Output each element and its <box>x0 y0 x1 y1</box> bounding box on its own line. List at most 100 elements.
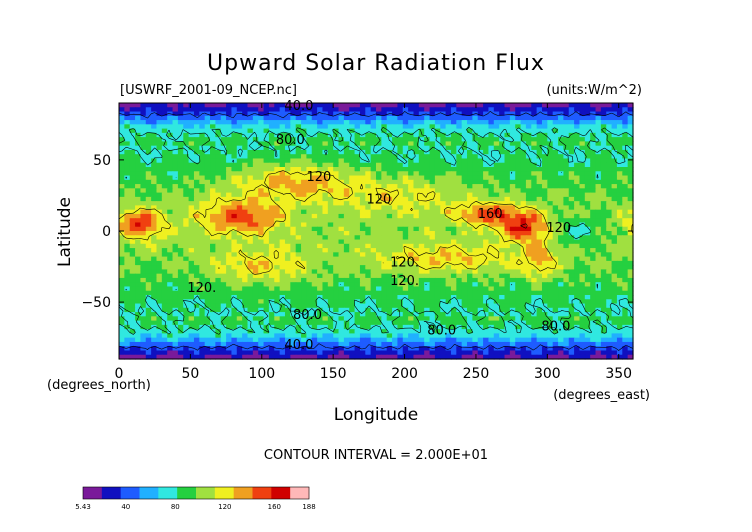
heatmap-cell <box>579 303 586 309</box>
heatmap-cell <box>558 162 564 168</box>
heatmap-cell <box>140 252 147 258</box>
heatmap-cell <box>268 295 275 300</box>
heatmap-cell <box>129 107 136 113</box>
heatmap-cell <box>220 149 227 155</box>
heatmap-cell <box>499 171 506 177</box>
heatmap-cell <box>268 149 275 155</box>
heatmap-cell <box>616 239 623 245</box>
heatmap-cell <box>381 175 388 181</box>
heatmap-cell <box>135 277 142 283</box>
heatmap-cell <box>408 307 415 313</box>
heatmap-cell <box>574 256 581 262</box>
heatmap-cell <box>258 248 265 253</box>
heatmap-cell <box>568 312 575 317</box>
heatmap-cell <box>177 179 184 185</box>
heatmap-cell <box>210 107 216 113</box>
heatmap-cell <box>424 273 431 279</box>
heatmap-cell <box>311 265 318 270</box>
heatmap-cell <box>616 235 623 241</box>
heatmap-cell <box>119 184 125 189</box>
heatmap-cell <box>177 209 184 215</box>
heatmap-cell <box>161 226 168 232</box>
heatmap-cell <box>434 303 441 309</box>
heatmap-cell <box>274 149 281 155</box>
heatmap-cell <box>515 226 522 232</box>
heatmap-cell <box>210 252 216 258</box>
heatmap-cell <box>429 239 436 245</box>
heatmap-cell <box>252 196 259 202</box>
heatmap-cell <box>327 167 334 172</box>
heatmap-cell <box>515 154 522 160</box>
heatmap-cell <box>600 282 607 288</box>
heatmap-cell <box>199 231 206 236</box>
heatmap-cell <box>242 269 249 275</box>
heatmap-cell <box>493 205 500 211</box>
heatmap-cell <box>456 320 463 326</box>
heatmap-cell <box>365 141 372 147</box>
heatmap-cell <box>515 192 522 198</box>
heatmap-cell <box>584 154 591 160</box>
heatmap-cell <box>258 103 265 108</box>
heatmap-cell <box>370 171 377 177</box>
heatmap-cell <box>568 303 575 309</box>
heatmap-cell <box>119 171 125 177</box>
heatmap-cell <box>376 218 382 224</box>
heatmap-cell <box>242 239 249 245</box>
heatmap-cell <box>536 162 543 168</box>
heatmap-cell <box>408 226 415 232</box>
heatmap-cell <box>541 154 548 160</box>
heatmap-cell <box>215 307 222 313</box>
heatmap-cell <box>525 137 532 142</box>
heatmap-cell <box>434 316 441 322</box>
heatmap-cell <box>413 290 420 296</box>
heatmap-cell <box>472 141 479 147</box>
heatmap-cell <box>504 115 511 121</box>
heatmap-cell <box>183 103 190 108</box>
heatmap-cell <box>504 213 511 219</box>
heatmap-cell <box>488 115 495 121</box>
heatmap-cell <box>504 158 511 164</box>
heatmap-cell <box>268 179 275 185</box>
heatmap-cell <box>536 320 543 326</box>
heatmap-cell <box>552 312 559 317</box>
heatmap-cell <box>413 256 420 262</box>
heatmap-cell <box>386 265 393 270</box>
heatmap-cell <box>268 158 275 164</box>
heatmap-cell <box>536 137 543 142</box>
heatmap-cell <box>183 167 190 172</box>
heatmap-cell <box>376 188 382 194</box>
heatmap-cell <box>354 196 361 202</box>
heatmap-cell <box>461 115 468 121</box>
heatmap-cell <box>172 226 179 232</box>
heatmap-cell <box>327 295 334 300</box>
heatmap-cell <box>558 201 564 206</box>
heatmap-cell <box>370 235 377 241</box>
heatmap-cell <box>606 201 613 206</box>
heatmap-cell <box>515 196 522 202</box>
heatmap-cell <box>477 120 484 125</box>
heatmap-cell <box>600 235 607 241</box>
heatmap-cell <box>317 162 324 168</box>
heatmap-cell <box>381 295 388 300</box>
heatmap-cell <box>515 201 522 206</box>
heatmap-cell <box>499 184 506 189</box>
heatmap-cell <box>536 154 543 160</box>
heatmap-cell <box>226 277 233 283</box>
heatmap-cell <box>584 282 591 288</box>
heatmap-cell <box>461 265 468 270</box>
heatmap-cell <box>279 239 286 245</box>
heatmap-cell <box>156 184 163 189</box>
heatmap-cell <box>627 239 634 245</box>
heatmap-cell <box>183 282 190 288</box>
heatmap-cell <box>220 260 227 266</box>
heatmap-cell <box>579 239 586 245</box>
heatmap-cell <box>595 265 602 270</box>
heatmap-cell <box>456 167 463 172</box>
heatmap-cell <box>461 149 468 155</box>
heatmap-cell <box>445 175 452 181</box>
heatmap-cell <box>467 218 473 224</box>
heatmap-cell <box>129 154 136 160</box>
heatmap-cell <box>226 273 233 279</box>
heatmap-cell <box>188 137 195 142</box>
heatmap-cell <box>627 243 634 249</box>
